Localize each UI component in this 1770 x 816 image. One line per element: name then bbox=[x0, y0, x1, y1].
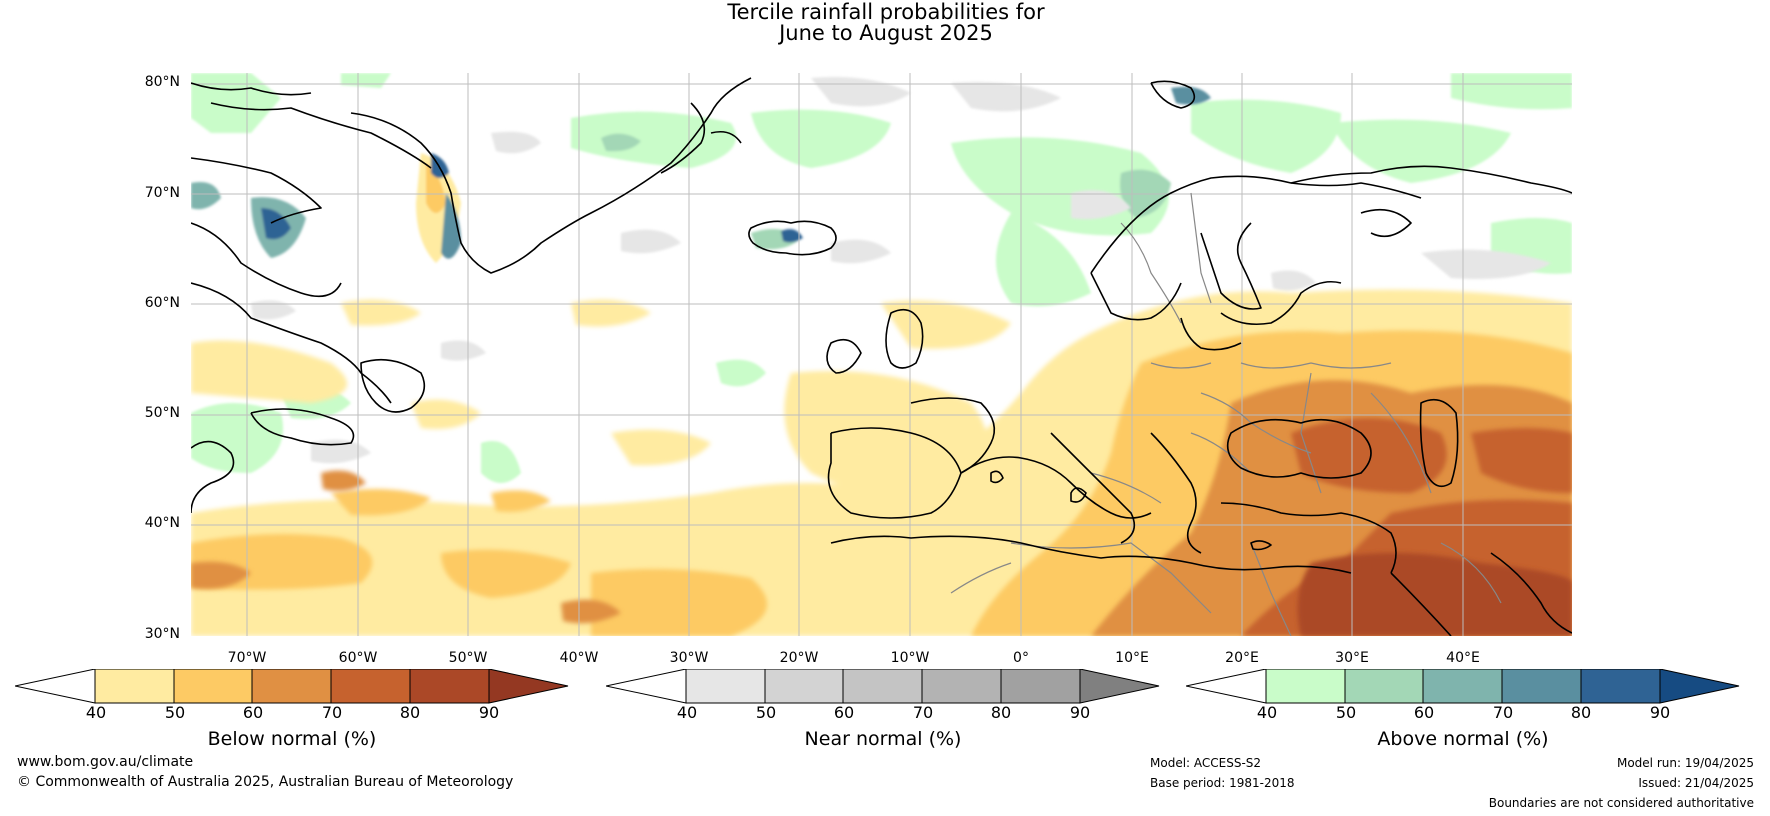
colorbar-below-normal-tick-50: 50 bbox=[164, 703, 186, 722]
colorbar-near-normal-tick-80: 80 bbox=[990, 703, 1012, 722]
colorbar-near-normal-segment-4 bbox=[921, 669, 1002, 704]
lon-label-70w: 70°W bbox=[227, 650, 267, 666]
colorbar-below-normal-tick-60: 60 bbox=[242, 703, 264, 722]
colorbar-near-normal-segment-2 bbox=[764, 669, 844, 704]
colorbar-above-normal-tick-70: 70 bbox=[1492, 703, 1514, 722]
lat-label-30n: 30°N bbox=[144, 626, 180, 642]
colorbar-below-normal bbox=[15, 669, 569, 704]
colorbar-above-normal-segment-4 bbox=[1501, 669, 1582, 704]
copyright-text: © Commonwealth of Australia 2025, Austra… bbox=[17, 774, 514, 790]
colorbar-near-normal-tick-40: 40 bbox=[676, 703, 698, 722]
graticule bbox=[191, 73, 1572, 636]
near-normal-areas bbox=[251, 77, 1551, 530]
lat-label-40n: 40°N bbox=[144, 515, 180, 531]
greenland-hotspots bbox=[191, 86, 1211, 263]
map-title-line1: Tercile rainfall probabilities for bbox=[727, 0, 1045, 24]
base-period: Base period: 1981-2018 bbox=[1150, 776, 1295, 790]
lon-label-30e: 30°E bbox=[1335, 650, 1369, 666]
model-name: Model: ACCESS-S2 bbox=[1150, 756, 1262, 770]
colorbar-below-normal-label: Below normal (%) bbox=[207, 728, 377, 750]
colorbar-below-normal-segment-1 bbox=[94, 669, 175, 704]
colorbar-near-normal-segment-5 bbox=[1000, 669, 1081, 704]
colorbar-above-normal-tick-80: 80 bbox=[1570, 703, 1592, 722]
colorbar-above-normal-tick-50: 50 bbox=[1335, 703, 1357, 722]
colorbar-below-normal-tick-70: 70 bbox=[321, 703, 343, 722]
lon-label-40w: 40°W bbox=[559, 650, 599, 666]
colorbar-below-normal-segment-3 bbox=[251, 669, 332, 704]
lon-label-30w: 30°W bbox=[669, 650, 709, 666]
colorbar-near-normal bbox=[606, 669, 1160, 704]
colorbar-below-normal-low-arrow bbox=[15, 669, 96, 704]
colorbar-near-normal-high-arrow bbox=[1079, 669, 1160, 704]
lat-label-80n: 80°N bbox=[144, 74, 180, 90]
map-title-line2: June to August 2025 bbox=[779, 21, 993, 45]
lon-label-60w: 60°W bbox=[338, 650, 378, 666]
colorbar-below-normal-tick-80: 80 bbox=[399, 703, 421, 722]
colorbar-above-normal-segment-3 bbox=[1422, 669, 1503, 704]
colorbar-near-normal-low-arrow bbox=[606, 669, 687, 704]
colorbar-below-normal-segment-5 bbox=[409, 669, 490, 704]
colorbar-above-normal-segment-1 bbox=[1265, 669, 1346, 704]
lat-label-70n: 70°N bbox=[144, 185, 180, 201]
below-normal-80-areas bbox=[1297, 553, 1572, 636]
colorbar-above-normal-label: Above normal (%) bbox=[1377, 728, 1549, 750]
colorbar-near-normal-segment-3 bbox=[842, 669, 923, 704]
colorbar-above-normal-tick-40: 40 bbox=[1256, 703, 1278, 722]
lon-label-10e: 10°E bbox=[1115, 650, 1149, 666]
colorbar-near-normal-tick-60: 60 bbox=[833, 703, 855, 722]
coastlines bbox=[191, 77, 1572, 636]
colorbar-near-normal-segment-1 bbox=[685, 669, 766, 704]
colorbar-above-normal bbox=[1186, 669, 1740, 704]
colorbar-above-normal-segment-5 bbox=[1580, 669, 1661, 704]
colorbar-above-normal-low-arrow bbox=[1186, 669, 1267, 704]
colorbar-above-normal-high-arrow bbox=[1659, 669, 1740, 704]
lat-label-50n: 50°N bbox=[144, 405, 180, 421]
colorbar-near-normal-tick-70: 70 bbox=[912, 703, 934, 722]
boundaries-disclaimer: Boundaries are not considered authoritat… bbox=[1488, 796, 1754, 810]
issued-date: Issued: 21/04/2025 bbox=[1638, 776, 1754, 790]
colorbar-near-normal-tick-90: 90 bbox=[1069, 703, 1091, 722]
website-link[interactable]: www.bom.gov.au/climate bbox=[17, 754, 194, 770]
lon-label-10w: 10°W bbox=[890, 650, 930, 666]
model-run-date: Model run: 19/04/2025 bbox=[1616, 756, 1754, 770]
lon-label-20e: 20°E bbox=[1225, 650, 1259, 666]
colorbar-above-normal-tick-90: 90 bbox=[1649, 703, 1671, 722]
lon-label-0: 0° bbox=[1013, 650, 1029, 666]
lat-label-60n: 60°N bbox=[144, 295, 180, 311]
lon-label-20w: 20°W bbox=[779, 650, 819, 666]
colorbar-below-normal-high-arrow bbox=[488, 669, 569, 704]
colorbar-above-normal-tick-60: 60 bbox=[1413, 703, 1435, 722]
lon-label-50w: 50°W bbox=[448, 650, 488, 666]
rainfall-probability-map bbox=[191, 73, 1572, 636]
colorbar-below-normal-tick-40: 40 bbox=[85, 703, 107, 722]
colorbar-near-normal-label: Near normal (%) bbox=[804, 728, 962, 750]
colorbar-below-normal-segment-4 bbox=[330, 669, 411, 704]
colorbar-below-normal-segment-2 bbox=[173, 669, 253, 704]
colorbar-below-normal-tick-90: 90 bbox=[478, 703, 500, 722]
lon-label-40e: 40°E bbox=[1446, 650, 1480, 666]
colorbar-near-normal-tick-50: 50 bbox=[755, 703, 777, 722]
colorbar-above-normal-segment-2 bbox=[1344, 669, 1424, 704]
